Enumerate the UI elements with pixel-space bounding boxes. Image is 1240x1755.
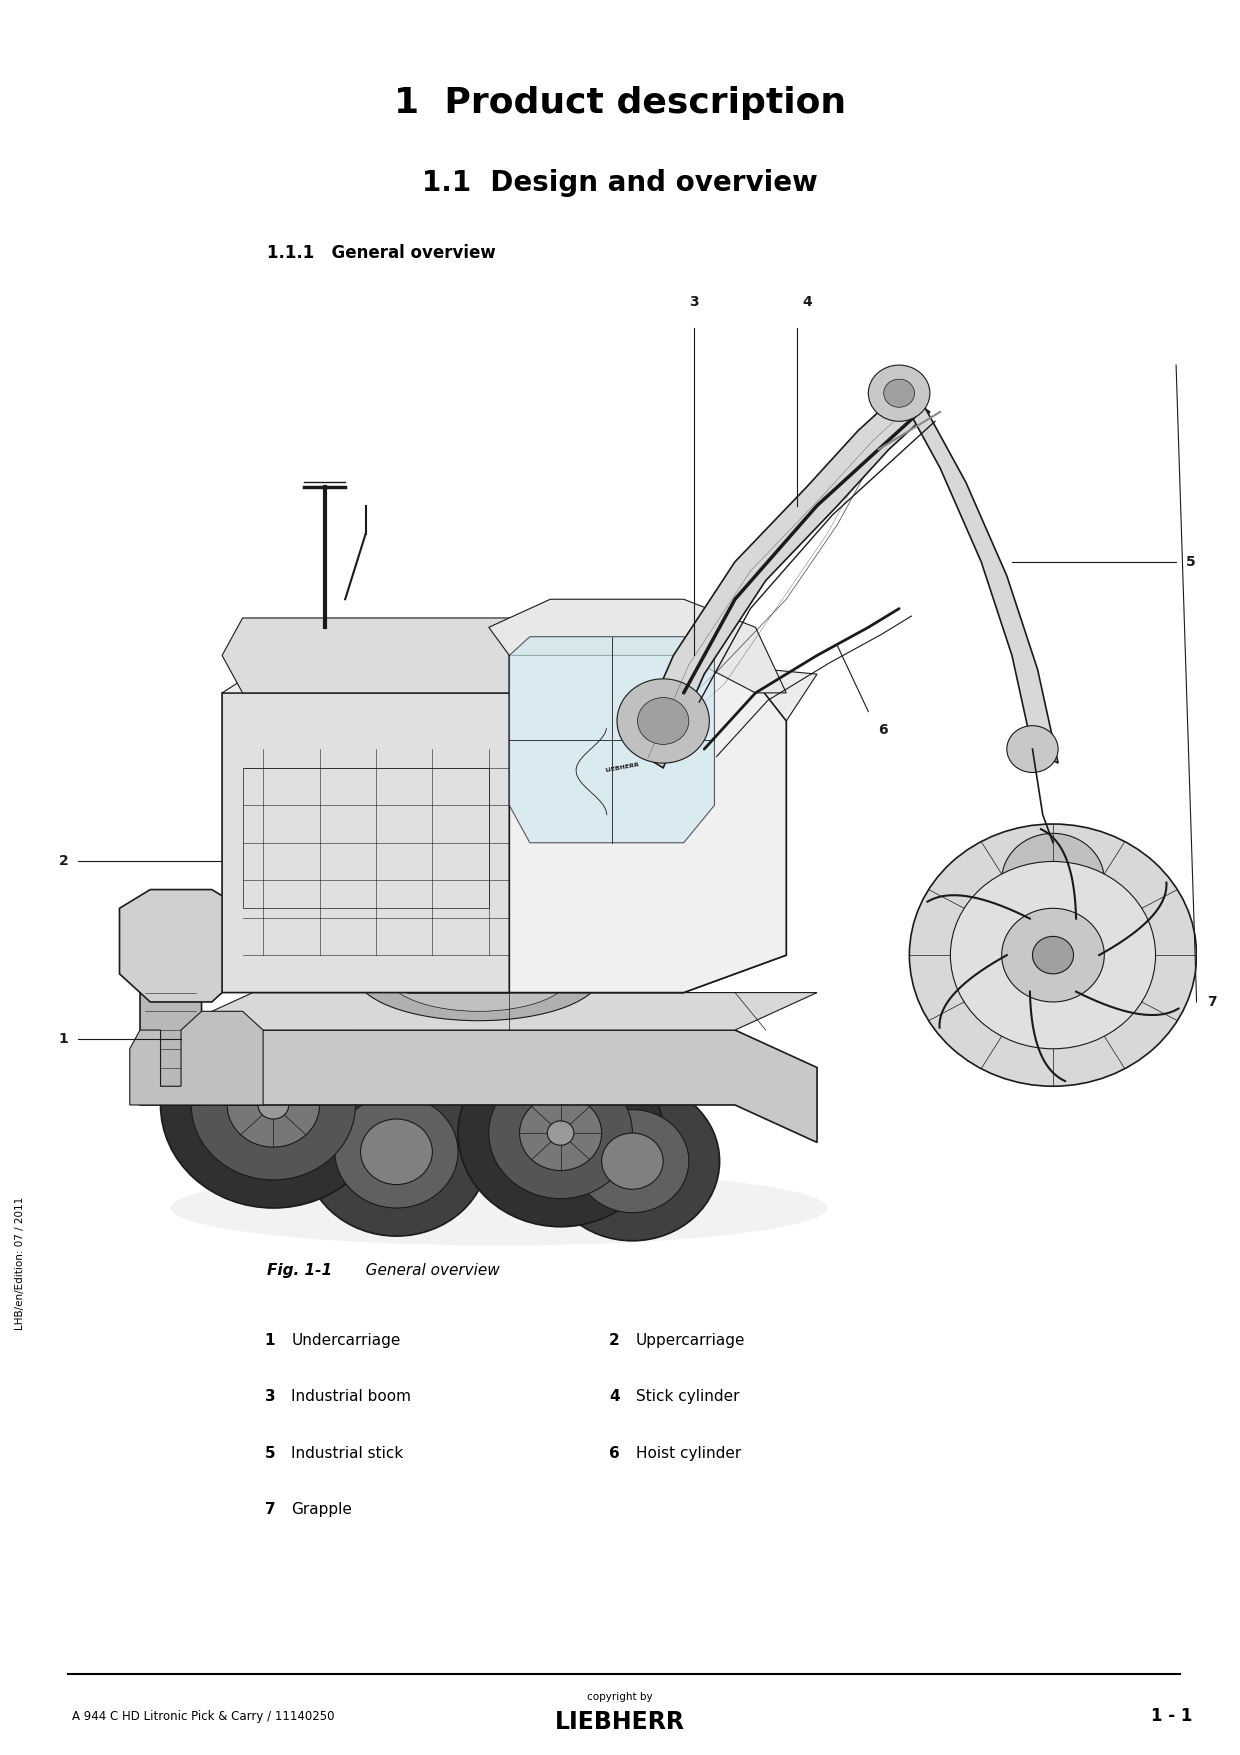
- Text: 6: 6: [879, 723, 888, 737]
- Text: General overview: General overview: [351, 1264, 500, 1278]
- Text: Hoist cylinder: Hoist cylinder: [636, 1446, 742, 1460]
- Text: LIEBHERR: LIEBHERR: [556, 1709, 684, 1734]
- Text: 1.1.1   General overview: 1.1.1 General overview: [267, 244, 495, 261]
- Circle shape: [637, 697, 689, 744]
- Polygon shape: [140, 955, 202, 1106]
- Text: LIEBHERR: LIEBHERR: [605, 762, 640, 774]
- Polygon shape: [222, 693, 786, 993]
- Text: 7: 7: [264, 1502, 275, 1516]
- Circle shape: [227, 1064, 320, 1148]
- Text: Uppercarriage: Uppercarriage: [636, 1334, 745, 1348]
- Circle shape: [884, 379, 915, 407]
- Text: 1 - 1: 1 - 1: [1151, 1708, 1193, 1725]
- Text: 1.1  Design and overview: 1.1 Design and overview: [422, 168, 818, 197]
- Polygon shape: [510, 627, 786, 993]
- Text: Industrial stick: Industrial stick: [291, 1446, 404, 1460]
- Circle shape: [618, 679, 709, 763]
- Polygon shape: [222, 618, 551, 693]
- Polygon shape: [119, 890, 243, 1002]
- Text: 2: 2: [58, 855, 68, 869]
- Circle shape: [575, 1109, 689, 1213]
- Polygon shape: [222, 627, 817, 721]
- Polygon shape: [171, 1030, 817, 1143]
- Text: 1  Product description: 1 Product description: [394, 86, 846, 119]
- Circle shape: [909, 825, 1197, 1086]
- Text: 1: 1: [58, 1032, 68, 1046]
- Circle shape: [868, 365, 930, 421]
- Text: Fig. 1-1: Fig. 1-1: [267, 1264, 332, 1278]
- Polygon shape: [130, 1011, 263, 1106]
- Text: copyright by: copyright by: [588, 1692, 652, 1702]
- Text: 4: 4: [609, 1390, 620, 1404]
- Polygon shape: [171, 993, 817, 1030]
- Text: 3: 3: [689, 295, 699, 309]
- Circle shape: [258, 1092, 289, 1120]
- Circle shape: [458, 1039, 663, 1227]
- Circle shape: [361, 1120, 433, 1185]
- Circle shape: [950, 862, 1156, 1049]
- Text: A 944 C HD Litronic Pick & Carry / 11140250: A 944 C HD Litronic Pick & Carry / 11140…: [72, 1709, 335, 1723]
- Polygon shape: [899, 393, 1058, 763]
- Text: LHB/en/Edition: 07 / 2011: LHB/en/Edition: 07 / 2011: [15, 1197, 25, 1330]
- Text: Industrial boom: Industrial boom: [291, 1390, 412, 1404]
- Ellipse shape: [356, 927, 601, 1021]
- Circle shape: [1033, 937, 1074, 974]
- Circle shape: [547, 1121, 574, 1146]
- Ellipse shape: [386, 937, 570, 1011]
- Circle shape: [1002, 909, 1105, 1002]
- Text: 3: 3: [264, 1390, 275, 1404]
- Text: 4: 4: [802, 295, 812, 309]
- Circle shape: [546, 1081, 719, 1241]
- Circle shape: [601, 1134, 663, 1190]
- Text: 5: 5: [1187, 555, 1197, 569]
- Circle shape: [304, 1067, 489, 1236]
- Text: 1: 1: [265, 1334, 275, 1348]
- Text: 2: 2: [609, 1334, 620, 1348]
- Text: 5: 5: [264, 1446, 275, 1460]
- Text: 7: 7: [1207, 995, 1216, 1009]
- Circle shape: [335, 1095, 458, 1207]
- Text: Stick cylinder: Stick cylinder: [636, 1390, 739, 1404]
- Circle shape: [1007, 725, 1058, 772]
- Polygon shape: [489, 598, 786, 693]
- Circle shape: [1002, 834, 1105, 927]
- Polygon shape: [510, 637, 714, 842]
- Circle shape: [160, 1002, 386, 1207]
- Text: 6: 6: [609, 1446, 620, 1460]
- Circle shape: [489, 1067, 632, 1199]
- Polygon shape: [632, 393, 930, 769]
- Circle shape: [520, 1095, 601, 1171]
- Text: Grapple: Grapple: [291, 1502, 352, 1516]
- Circle shape: [191, 1030, 356, 1179]
- Ellipse shape: [171, 1171, 827, 1246]
- Text: Undercarriage: Undercarriage: [291, 1334, 401, 1348]
